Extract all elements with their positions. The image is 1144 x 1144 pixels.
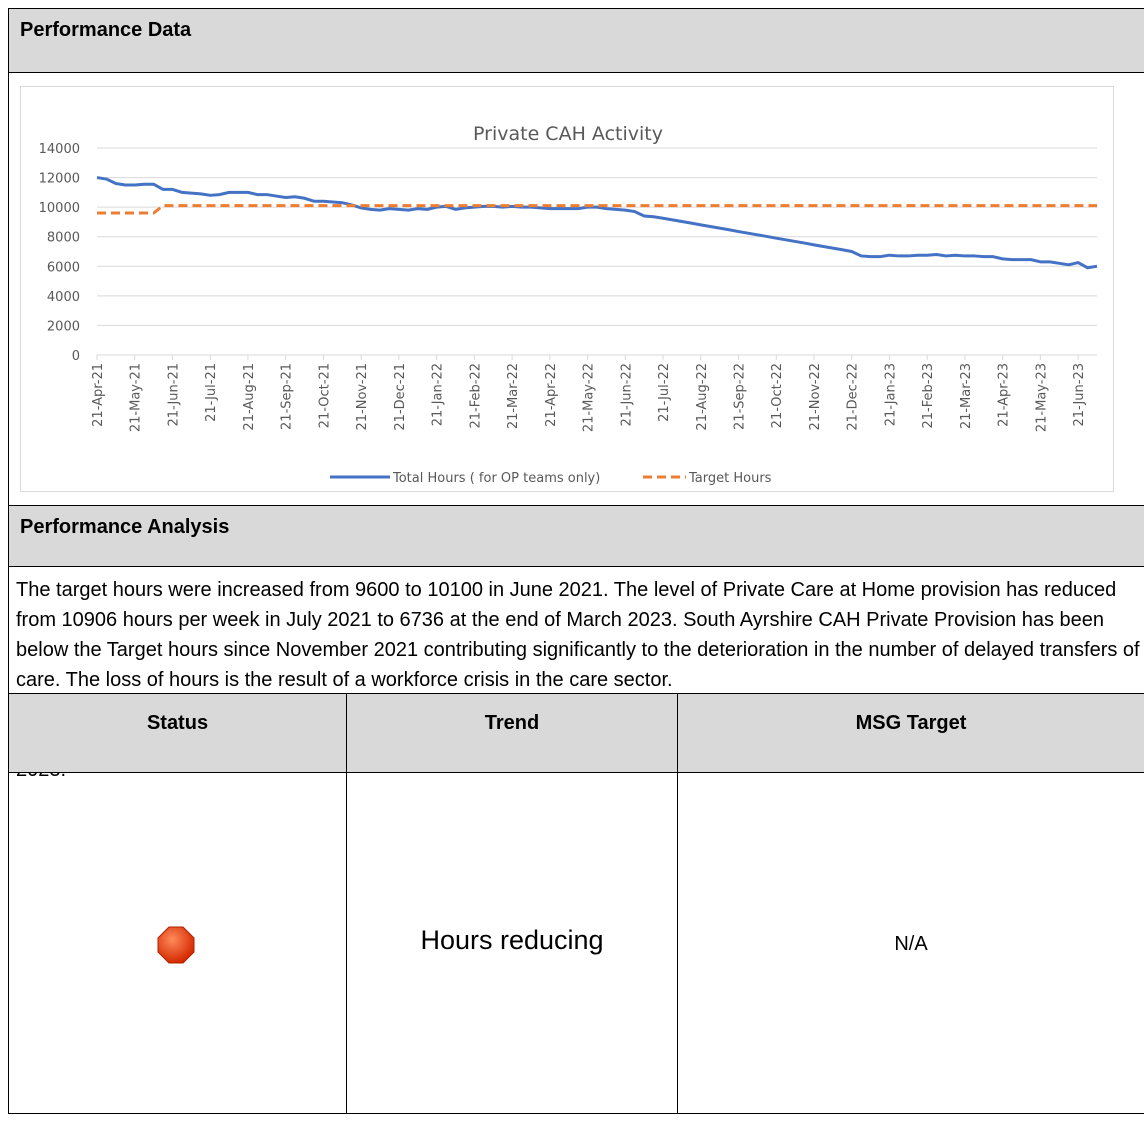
x-tick-label: 21-Feb-23 (921, 363, 936, 428)
series-line (96, 176, 1098, 270)
x-tick-label: 21-Oct-21 (317, 363, 332, 428)
x-tick-label: 21-Jun-21 (166, 363, 181, 427)
x-tick-label: 21-Apr-21 (91, 363, 106, 427)
chart: Private CAH Activity 0 2000 4000 6000 8000 10… (39, 123, 1098, 486)
section-header: Performance Analysis (8, 505, 1144, 566)
x-tick-label: 21-Jan-23 (883, 363, 898, 426)
target-text: N/A (894, 933, 928, 955)
x-tick-label: 21-May-21 (129, 363, 144, 432)
status-icon (157, 926, 195, 964)
x-tick-label: 21-Oct-22 (770, 363, 785, 428)
y-tick-label: 4000 (47, 290, 80, 305)
section-title: Performance Analysis (20, 516, 230, 538)
x-tick-label: 21-Apr-22 (544, 363, 559, 427)
analysis-text: The target hours were increased from 960… (8, 566, 1144, 781)
y-tick-label: 10000 (39, 201, 80, 216)
y-tick-label: 6000 (47, 260, 80, 275)
paragraph: The target hours were increased from 960… (16, 579, 1140, 691)
x-tick-label: 21-Dec-21 (393, 363, 408, 431)
legend-label: Total Hours ( for OP teams only) (392, 471, 600, 486)
x-tick-label: 21-Jun-22 (619, 363, 634, 427)
y-tick-label: 8000 (47, 231, 80, 246)
table-header: MSG Target (677, 693, 1144, 772)
x-tick-label: 21-May-22 (582, 363, 597, 432)
x-tick-label: 21-Sep-21 (280, 363, 295, 430)
y-tick-label: 12000 (39, 172, 80, 187)
y-tick-label: 14000 (39, 142, 80, 157)
x-tick-label: 21-Feb-22 (468, 363, 483, 428)
table-header: Status (8, 693, 346, 772)
x-tick-label: 21-Apr-23 (997, 363, 1012, 427)
section-title: Performance Data (20, 19, 192, 41)
chart-title: Private CAH Activity (473, 123, 663, 145)
legend-label: Target Hours (688, 471, 772, 486)
x-tick-label: 21-Dec-22 (846, 363, 861, 431)
x-tick-label: 21-Aug-22 (695, 363, 710, 431)
chart-frame (20, 86, 1114, 492)
y-tick-label: 2000 (47, 319, 80, 334)
trend-text: Hours reducing (420, 925, 604, 955)
status-cell (8, 772, 346, 1114)
x-tick-label: 21-Nov-21 (355, 363, 370, 431)
x-tick-label: 21-Mar-22 (506, 363, 521, 429)
y-tick-label: 0 (72, 349, 80, 364)
x-tick-label: 21-Aug-21 (242, 363, 257, 431)
x-tick-label: 21-May-23 (1034, 363, 1049, 432)
table-header: Trend (346, 693, 677, 772)
target-cell: N/A (677, 772, 1144, 1114)
chart-cell (8, 72, 1144, 505)
x-tick-label: 21-Nov-22 (808, 363, 823, 431)
x-tick-label: 21-Jul-21 (204, 363, 219, 422)
trend-cell: Hours reducing (346, 772, 677, 1114)
section-header: Performance Data (8, 8, 1144, 72)
series-line (97, 204, 1097, 215)
x-tick-label: 21-Mar-23 (959, 363, 974, 429)
x-tick-label: 21-Jan-22 (431, 363, 446, 426)
x-tick-label: 21-Jul-22 (657, 363, 672, 422)
x-tick-label: 21-Jun-23 (1072, 363, 1087, 427)
x-tick-label: 21-Sep-22 (733, 363, 748, 430)
